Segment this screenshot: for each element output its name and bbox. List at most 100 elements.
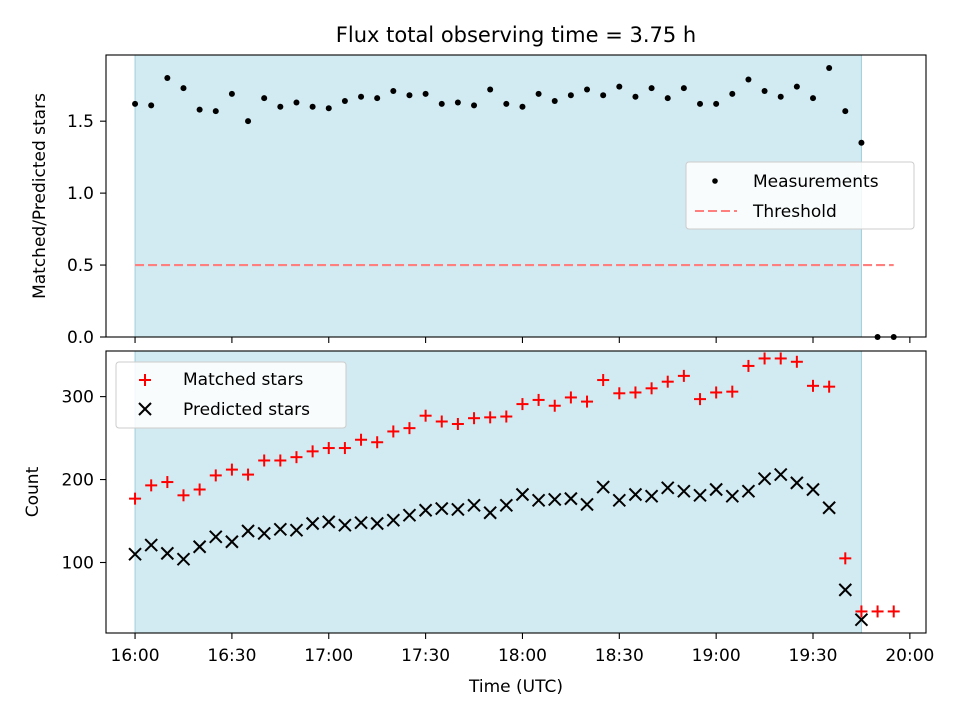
matched-star-point [274,454,287,467]
predicted-star-point [354,515,368,530]
predicted-star-point [176,552,191,566]
matched-star-point [209,469,222,482]
predicted-star-point [838,583,852,597]
measurement-point [358,93,365,100]
matched-star-point [597,374,610,387]
matched-star-point [242,468,255,481]
measurement-point [632,93,639,100]
measurement-point [277,103,284,110]
matched-star-point [290,451,303,464]
predicted-star-point [612,493,627,508]
measurement-point [826,64,833,71]
measurement-point [228,90,235,97]
top-x-ticks [134,337,911,343]
bottom-legend-box [115,361,347,429]
matched-star-point [435,415,448,428]
predicted-star-point [596,480,610,494]
predicted-star-point [806,482,820,497]
matched-star-point [855,605,868,618]
predicted-star-point [709,482,723,497]
measurement-point [341,98,348,105]
measurement-point [180,85,187,92]
measurement-point [842,108,849,115]
measurement-point [164,75,171,82]
matched-star-point [710,386,723,399]
predicted-star-point [386,513,401,527]
matched-star-point [500,410,513,423]
measurement-point [745,76,752,83]
bottom-x-ticks: 16:00 16:30 17:00 17:30 18:00 18:30 19:00 19:30… [111,633,934,666]
x-axis-label: Time (UTC) [468,677,563,697]
matched-star-point [161,476,174,489]
bottom-panel: 100 200 300 16:00 16:30 17:00 17:30 18:00 18:30… [23,350,934,697]
top-y-ticks: 0.0 0.5 1.0 1.5 [67,112,106,348]
predicted-star-point [483,506,497,520]
matched-star-point [742,359,755,372]
xtick-label: 18:30 [595,646,644,666]
measurement-point [729,90,736,97]
bottom-ytick-label: 100 [62,554,94,574]
matched-star-point [225,463,238,476]
predicted-star-point [402,508,417,522]
measurement-point [487,86,494,93]
predicted-star-point [144,538,158,552]
matched-star-point [871,605,884,618]
measurement-point [777,93,784,100]
measurement-point [390,87,397,94]
predicted-star-point [693,488,707,503]
bottom-ytick-label: 200 [62,471,94,491]
predicted-star-point [515,487,530,502]
measurement-point [519,103,526,110]
predicted-star-point [854,613,869,627]
predicted-star-point [757,472,772,486]
matched-star-point [823,380,836,393]
matched-star-point [564,391,577,404]
measurement-point [567,92,574,99]
matched-star-point [177,489,190,502]
top-ytick-label: 1.0 [67,184,94,204]
matched-star-point [839,552,852,565]
predicted-star-point [644,489,659,503]
matched-star-point [451,417,464,430]
measurement-point [132,100,139,107]
measurement-point [212,108,219,115]
measurement-point [293,99,300,106]
matched-star-point [258,454,271,467]
predicted-star-point [322,515,336,529]
matched-star-point [548,399,561,412]
measurement-point [793,83,800,90]
xtick-label: 20:00 [885,646,934,666]
matched-star-point [726,385,739,398]
matched-star-point [193,483,206,496]
xtick-label: 18:00 [498,646,547,666]
predicted-star-point [451,502,465,517]
xtick-label: 16:30 [207,646,256,666]
predicted-star-point [241,524,255,538]
measurement-point [406,92,413,99]
top-panel: 0.0 0.5 1.0 1.5 Matched/Predicted stars Mea… [30,54,927,348]
predicted-star-point [774,467,788,482]
top-y-axis-label: Matched/Predicted stars [30,93,50,299]
measurement-point [325,105,332,112]
top-ytick-label: 0.5 [67,256,94,276]
predicted-star-point [192,540,207,554]
measurement-point [810,95,817,102]
matched-star-point [338,442,351,455]
matched-star-point [419,409,432,422]
measurement-point [309,103,316,110]
matched-star-point [661,375,674,388]
legend-measurements-marker [712,178,718,184]
measurement-point [438,100,445,107]
matched-star-point [774,352,787,365]
matched-star-point [645,382,658,395]
measurement-point [713,100,720,107]
predicted-star-point [128,547,142,561]
bottom-plot-marks [128,352,900,627]
chart-title: Flux total observing time = 3.75 h [336,23,696,47]
matched-star-point [629,386,642,399]
matched-star-point [322,442,335,455]
predicted-star-point [289,523,304,537]
xtick-label: 17:00 [304,646,353,666]
matched-star-point [887,605,900,618]
top-plot-marks [132,64,897,340]
